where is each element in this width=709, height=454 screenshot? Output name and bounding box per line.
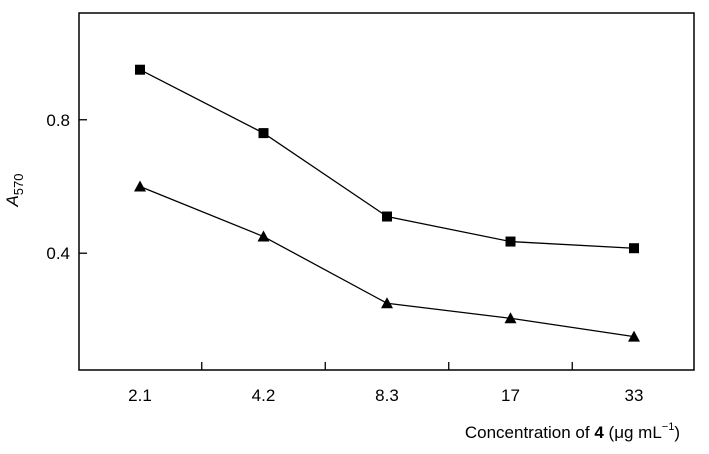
x-axis-title-unit-close: ) [674, 423, 680, 442]
data-point-triangle [504, 312, 517, 324]
data-point-square [505, 236, 516, 247]
x-tick-label: 4.2 [252, 386, 276, 405]
data-point-square [382, 211, 392, 222]
data-point-triangle [628, 330, 640, 342]
x-axis-title: Concentration of 4 (μg mL−1) [465, 421, 680, 442]
x-tick-label: 17 [501, 386, 520, 405]
data-point-square [258, 128, 269, 139]
x-tick-label: 2.1 [128, 386, 152, 405]
x-tick-label: 33 [625, 386, 644, 405]
x-axis-title-compound: 4 [594, 423, 604, 442]
data-point-triangle [134, 180, 146, 192]
x-axis-title-unit-open: ( [604, 423, 615, 442]
data-point-square [135, 64, 145, 75]
data-point-triangle [257, 230, 270, 242]
x-axis-title-prefix: Concentration of [465, 423, 594, 442]
y-axis-title-subscript: 570 [11, 173, 26, 195]
plot-frame [78, 12, 695, 371]
series-group [134, 64, 640, 342]
y-tick-label: 0.4 [46, 244, 70, 263]
x-axis: 2.1 4.2 8.3 17 33 [128, 362, 643, 405]
y-axis-title: A570 [3, 173, 26, 207]
y-tick-label: 0.8 [46, 111, 70, 130]
x-tick-label: 8.3 [375, 386, 399, 405]
y-axis-title-main: A [3, 195, 22, 207]
y-axis: 0.4 0.8 [46, 111, 87, 263]
data-point-square [629, 243, 639, 254]
series-line-triangles [139, 185, 635, 338]
x-axis-title-unit-superscript: −1 [662, 421, 675, 433]
data-point-triangle [381, 297, 393, 309]
x-axis-title-unit-greek: μ [614, 423, 624, 442]
x-axis-title-unit-rest: g mL [624, 423, 662, 442]
